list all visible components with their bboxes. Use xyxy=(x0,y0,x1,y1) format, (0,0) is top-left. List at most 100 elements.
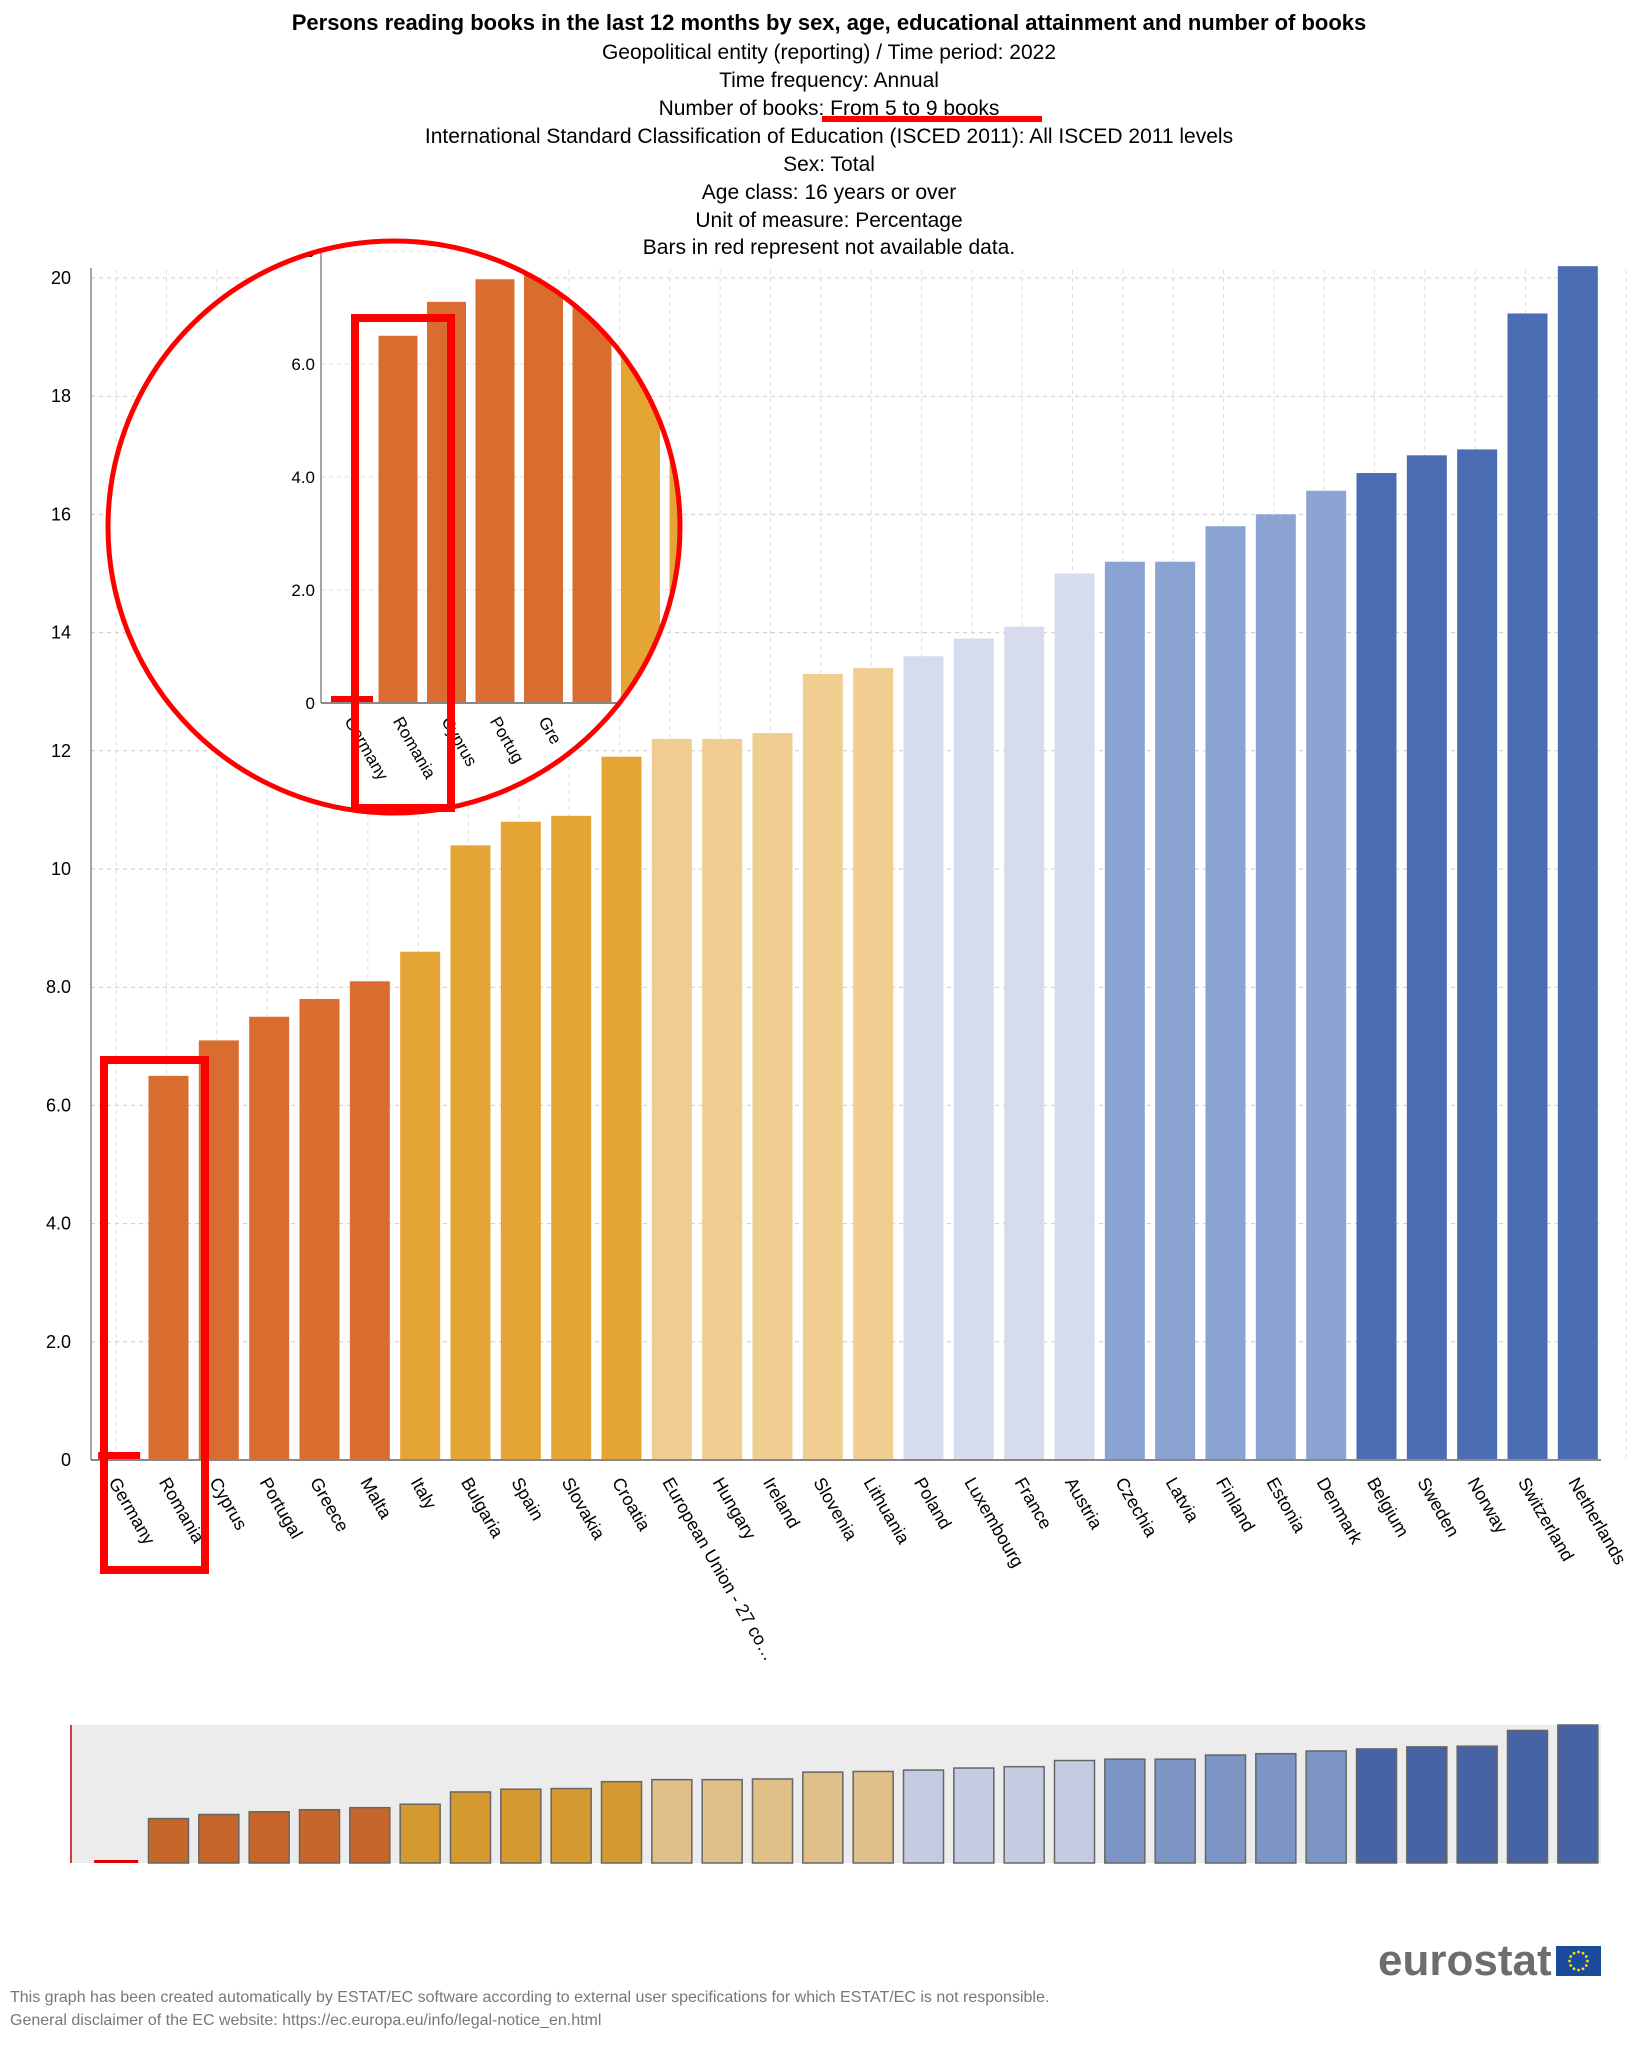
bar xyxy=(802,673,843,1460)
x-tick-label: Poland xyxy=(910,1474,955,1533)
x-tick-label: Norway xyxy=(1464,1474,1512,1537)
navigator-bar xyxy=(1406,1746,1448,1864)
y-tick-label: 6.0 xyxy=(46,1095,71,1115)
bar xyxy=(551,815,592,1460)
eu-star xyxy=(1577,1968,1580,1972)
y-tick-label: 12 xyxy=(51,741,71,761)
x-tick-label: Croatia xyxy=(608,1474,655,1535)
navigator-bar xyxy=(600,1780,643,1864)
x-tick-label: Greece xyxy=(306,1474,353,1535)
lens-bar xyxy=(524,262,563,703)
navigator-bar xyxy=(1255,1752,1297,1864)
navigator-bar xyxy=(1154,1758,1196,1864)
x-tick-label: Italy xyxy=(407,1474,441,1513)
chart-title: Persons reading books in the last 12 mon… xyxy=(292,10,1367,35)
navigator-bar xyxy=(1506,1729,1549,1864)
x-tick-label: Austria xyxy=(1061,1474,1107,1533)
navigator-bar xyxy=(198,1813,240,1864)
y-tick-label: 18 xyxy=(51,386,71,406)
navigator-bar xyxy=(1204,1754,1247,1864)
x-tick-label: Ireland xyxy=(759,1474,804,1532)
navigator-bar xyxy=(953,1767,995,1864)
x-tick-label: Portugal xyxy=(256,1474,307,1542)
lens-bar xyxy=(427,301,466,703)
eu-flag-icon xyxy=(1556,1946,1601,1976)
y-tick-label: 0 xyxy=(61,1450,71,1470)
navigator-bar xyxy=(399,1803,441,1864)
footer-disclaimer: This graph has been created automaticall… xyxy=(10,1989,1049,2006)
y-tick-label: 2.0 xyxy=(46,1332,71,1352)
x-tick-label: Estonia xyxy=(1262,1474,1310,1537)
eu-star xyxy=(1586,1959,1589,1963)
navigator-bar xyxy=(902,1769,945,1864)
bar xyxy=(903,656,944,1460)
bar xyxy=(853,668,894,1460)
eurostat-logo: eurostat xyxy=(1378,1936,1601,1985)
lens-outline xyxy=(105,238,683,816)
eu-star xyxy=(1569,1955,1573,1958)
x-tick-label: Slovakia xyxy=(558,1474,610,1544)
navigator-bar xyxy=(449,1791,492,1864)
x-tick-label: Germany xyxy=(105,1474,159,1548)
footer-legal-link[interactable]: General disclaimer of the EC website: ht… xyxy=(10,2012,601,2029)
bar xyxy=(500,821,541,1460)
bar xyxy=(1406,455,1447,1460)
navigator-bar xyxy=(701,1778,743,1864)
x-tick-label: Finland xyxy=(1212,1474,1259,1535)
bar xyxy=(349,981,390,1460)
eu-star xyxy=(1581,1951,1585,1955)
y-tick-label: 16 xyxy=(51,504,71,524)
x-tick-label: Cyprus xyxy=(205,1474,251,1533)
navigator-bar xyxy=(248,1811,290,1864)
eu-star xyxy=(1584,1964,1588,1967)
y-tick-label: 10 xyxy=(51,859,71,879)
bar xyxy=(450,845,491,1460)
subtitle-geo: Geopolitical entity (reporting) / Time p… xyxy=(602,41,1056,64)
navigator[interactable] xyxy=(70,1724,1601,1864)
bar xyxy=(752,733,793,1460)
subtitle-age: Age class: 16 years or over xyxy=(702,181,956,204)
x-tick-label: Sweden xyxy=(1413,1474,1463,1540)
bar xyxy=(1104,561,1145,1460)
lens-bar xyxy=(378,335,418,703)
navigator-bar xyxy=(1053,1759,1096,1864)
navigator-bar-not-available xyxy=(94,1860,139,1863)
x-tick-label: European Union - 27 co… xyxy=(658,1474,779,1664)
x-tick-label: Czechia xyxy=(1111,1474,1161,1541)
bar xyxy=(1004,626,1045,1460)
y-tick-label: 4.0 xyxy=(46,1214,71,1234)
y-tick-label: 20 xyxy=(51,268,71,288)
eu-star xyxy=(1569,1964,1573,1967)
bar xyxy=(1507,313,1548,1461)
x-tick-label: Belgium xyxy=(1363,1474,1413,1540)
navigator-bar xyxy=(1557,1724,1599,1864)
x-tick-label: Spain xyxy=(507,1474,547,1524)
lens-y-tick-label: 6.0 xyxy=(291,355,315,374)
eu-star xyxy=(1568,1959,1571,1963)
navigator-bar xyxy=(1305,1750,1347,1864)
highlight-underline xyxy=(822,116,1042,122)
navigator-bar xyxy=(751,1778,794,1864)
navigator-bar xyxy=(651,1778,693,1864)
bar xyxy=(148,1075,189,1460)
y-tick-label: 14 xyxy=(51,623,71,643)
lens-highlight-box xyxy=(351,314,455,812)
bar xyxy=(702,738,743,1460)
lens-bar xyxy=(572,245,612,703)
subtitle-note: Bars in red represent not available data… xyxy=(643,236,1015,259)
x-tick-label: France xyxy=(1011,1474,1056,1533)
eu-star xyxy=(1577,1950,1580,1954)
bar xyxy=(400,951,441,1460)
y-tick-label: 8.0 xyxy=(46,977,71,997)
navigator-bar xyxy=(298,1808,341,1864)
lens-bar xyxy=(621,243,660,703)
navigator-bar xyxy=(1456,1745,1498,1864)
lens-y-tick-label: 0 xyxy=(306,694,315,713)
bar xyxy=(1255,514,1296,1460)
eu-star xyxy=(1581,1967,1585,1971)
bar xyxy=(1306,490,1347,1460)
x-tick-label: Denmark xyxy=(1313,1474,1367,1548)
navigator-bar xyxy=(500,1788,542,1864)
